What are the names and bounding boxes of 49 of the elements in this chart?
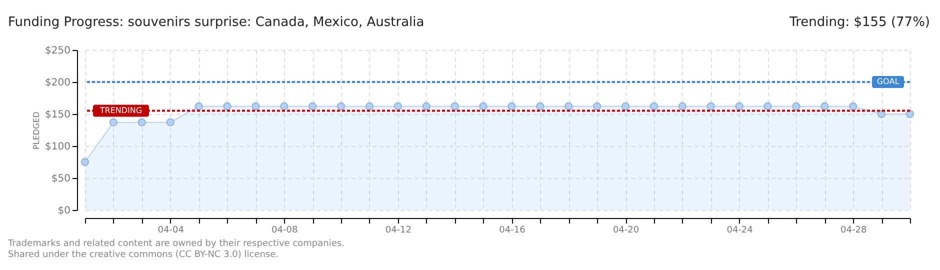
point: [650, 102, 658, 110]
x-tick-label: 04-16: [499, 226, 526, 236]
x-tick-label: 04-12: [385, 226, 412, 236]
y-tick-label: $0: [58, 206, 70, 216]
x-tick-label: 04-20: [612, 226, 640, 236]
point: [194, 102, 203, 110]
point: [735, 102, 744, 110]
point: [764, 102, 772, 110]
point: [138, 118, 146, 126]
y-tick-label: $150: [45, 110, 70, 120]
point: [394, 102, 402, 110]
point: [621, 102, 630, 110]
point: [422, 102, 430, 110]
point: [536, 102, 544, 110]
point: [223, 102, 232, 110]
chart-title: Funding Progress: souvenirs surprise: Canada, Mexico, Australia: [8, 15, 424, 30]
x-tick-label: 04-04: [158, 226, 184, 236]
ref-line-label: GOAL: [876, 77, 900, 86]
point: [337, 102, 346, 110]
x-tick-label: 04-08: [272, 226, 298, 236]
ref-line-label: TRENDING: [98, 106, 142, 115]
point: [508, 102, 516, 110]
point: [280, 102, 288, 110]
point: [593, 102, 602, 110]
y-axis-title: PLEDGED: [32, 112, 42, 150]
x-tick-label: 04-24: [726, 226, 754, 236]
point: [706, 102, 715, 110]
point: [109, 118, 118, 126]
point: [849, 102, 858, 110]
point: [820, 102, 829, 110]
point: [792, 102, 800, 110]
text: Trademarks and related content are owned by their respective companies.: [7, 239, 344, 249]
point: [678, 102, 686, 110]
point: [252, 102, 260, 110]
x-tick-label: 04-28: [840, 226, 867, 236]
y-tick-label: $50: [51, 174, 70, 184]
point: [906, 110, 914, 118]
point: [166, 118, 174, 126]
text: Shared under the creative commons (CC BY-NC 3.0) license.: [8, 250, 279, 260]
point: [80, 158, 90, 166]
point: [365, 102, 374, 110]
point: [450, 102, 459, 110]
point: [564, 102, 573, 110]
y-tick-label: $250: [45, 46, 70, 56]
y-tick-label: $200: [45, 78, 70, 88]
y-tick-label: $100: [45, 142, 70, 152]
point: [479, 102, 488, 110]
text: Trending: $155 (77%): [788, 15, 930, 30]
point: [308, 102, 317, 110]
